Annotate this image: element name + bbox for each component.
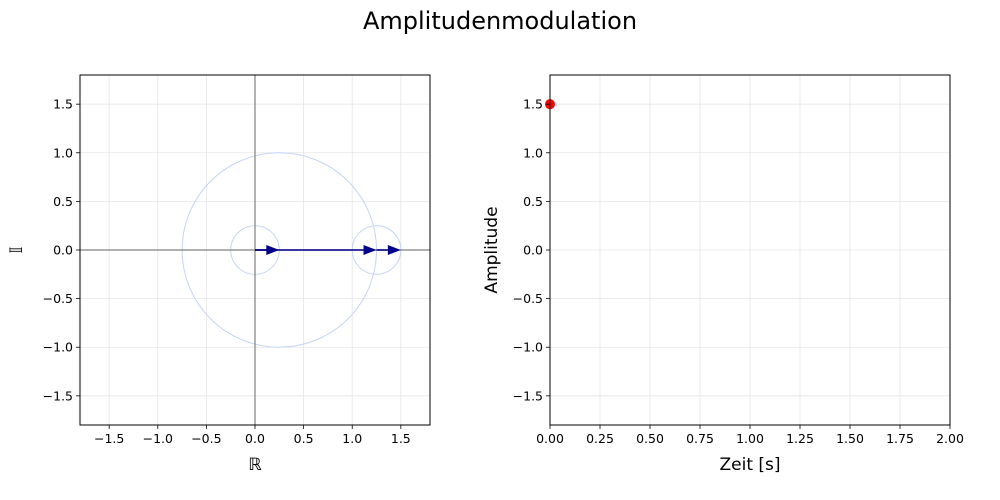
phasor-panel: −1.5 −1.0 −0.5 0.0 0.5 1.0 1.5 1.5 1.0 0.5 0.0 −0.… — [7, 74, 431, 475]
y-tick-label: −0.5 — [43, 291, 73, 306]
y-tick-label: −0.5 — [513, 291, 543, 306]
x-tick-label: 1.25 — [786, 431, 814, 446]
phasor-x-ticks: −1.5 −1.0 −0.5 0.0 0.5 1.0 1.5 — [94, 425, 411, 446]
x-tick-label: 1.5 — [391, 431, 411, 446]
y-tick-label: 0.5 — [53, 194, 73, 209]
y-tick-label: −1.5 — [513, 388, 543, 403]
x-tick-label: −1.5 — [94, 431, 124, 446]
x-tick-label: 0.5 — [294, 431, 314, 446]
x-tick-label: 1.0 — [342, 431, 362, 446]
x-tick-label: 0.00 — [536, 431, 564, 446]
signal-grid — [549, 75, 951, 425]
phasor-arrows — [255, 245, 401, 255]
x-tick-label: 0.75 — [686, 431, 714, 446]
y-tick-label: −1.0 — [43, 340, 73, 355]
y-tick-label: 0.5 — [523, 194, 543, 209]
figure-title: Amplitudenmodulation — [363, 7, 637, 35]
x-tick-label: −1.0 — [143, 431, 173, 446]
y-tick-label: 0.0 — [523, 243, 543, 258]
phasor-x-axis-label: ℝ — [248, 455, 262, 475]
x-tick-label: 0.50 — [636, 431, 664, 446]
phasor-arrowhead — [363, 245, 377, 255]
y-tick-label: −1.0 — [513, 340, 543, 355]
x-tick-label: 2.00 — [936, 431, 964, 446]
phasor-y-axis-label: 𝕀 — [7, 247, 27, 254]
y-tick-label: 0.0 — [53, 243, 73, 258]
y-tick-label: −1.5 — [43, 388, 73, 403]
phasor-y-ticks: 1.5 1.0 0.5 0.0 −0.5 −1.0 −1.5 — [43, 97, 80, 403]
x-tick-label: 0.0 — [245, 431, 265, 446]
y-tick-label: 1.0 — [523, 145, 543, 160]
x-tick-label: 1.75 — [886, 431, 914, 446]
signal-y-ticks: 1.5 1.0 0.5 0.0 −0.5 −1.0 −1.5 — [513, 97, 550, 403]
signal-panel: 0.00 0.25 0.50 0.75 1.00 1.25 1.50 1.75 2.00 1.5… — [482, 74, 964, 475]
signal-x-ticks: 0.00 0.25 0.50 0.75 1.00 1.25 1.50 1.75 2.00 — [536, 425, 964, 446]
x-tick-label: 0.25 — [586, 431, 614, 446]
signal-x-axis-label: Zeit [s] — [719, 455, 780, 475]
phasor-arrow — [376, 245, 401, 255]
x-tick-label: 1.00 — [736, 431, 764, 446]
phasor-arrowhead — [387, 245, 401, 255]
phasor-arrow — [255, 245, 377, 255]
y-tick-label: 1.5 — [523, 97, 543, 112]
y-tick-label: 1.5 — [53, 97, 73, 112]
y-tick-label: 1.0 — [53, 145, 73, 160]
signal-y-axis-label: Amplitude — [482, 206, 502, 293]
x-tick-label: 1.50 — [836, 431, 864, 446]
x-tick-label: −0.5 — [191, 431, 221, 446]
